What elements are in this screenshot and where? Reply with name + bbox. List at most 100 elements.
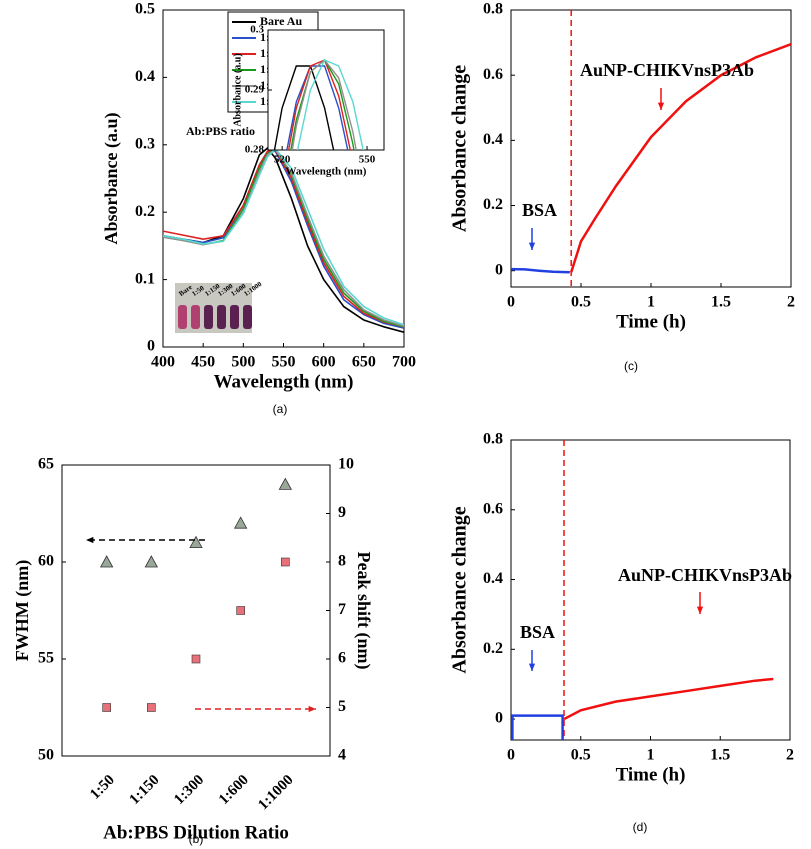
square-marker <box>281 557 290 567</box>
series-line <box>273 65 335 150</box>
tube <box>230 305 239 329</box>
arrow-head <box>657 102 665 110</box>
legend-label: Bare Au <box>260 14 302 28</box>
x-tick-label: 700 <box>392 354 416 371</box>
x-tick-label: 500 <box>231 354 255 371</box>
arrow-head <box>86 536 94 544</box>
y-tick-label: 0.5 <box>135 1 155 18</box>
x-axis-label: Time (h) <box>616 764 686 785</box>
annotation: BSA <box>522 200 557 220</box>
x-tick-label: 1:1000 <box>255 772 296 813</box>
y-tick-label: 0.29 <box>245 84 265 96</box>
x-tick-label: 1.5 <box>710 747 730 764</box>
y2-tick-label: 9 <box>338 504 346 521</box>
x-tick-label: 1 <box>647 294 655 311</box>
y-tick-label: 0.8 <box>483 431 503 448</box>
caption: (b) <box>189 832 204 846</box>
y2-tick-label: 4 <box>338 747 346 764</box>
series-line <box>511 267 570 274</box>
y-tick-label: 50 <box>38 747 54 764</box>
x-tick-label: 450 <box>191 354 215 371</box>
y-tick-label: 0.4 <box>483 131 503 148</box>
y-tick-label: 0 <box>495 261 503 278</box>
square-marker <box>191 654 201 664</box>
triangle-marker <box>189 535 203 548</box>
x-tick-label: 1:300 <box>171 772 207 808</box>
y-tick-label: 0.2 <box>135 203 155 220</box>
square-marker <box>236 606 245 615</box>
annotation: Ab:PBS ratio <box>186 124 255 138</box>
y-tick-label: 0.6 <box>483 66 503 83</box>
series-line <box>286 65 349 150</box>
plot-frame <box>61 464 331 757</box>
arrow-head <box>308 705 316 713</box>
inset-background <box>268 30 384 150</box>
caption: (d) <box>633 820 648 834</box>
y-tick-label: 65 <box>38 456 54 473</box>
x-tick-label: 1:600 <box>216 772 252 808</box>
y-tick-label: 0.8 <box>483 1 503 18</box>
x-tick-label: 600 <box>312 354 336 371</box>
series-line <box>563 677 774 721</box>
triangle-marker <box>233 516 248 529</box>
arrow-head <box>528 663 536 671</box>
x-axis-label: Ab:PBS Dilution Ratio <box>103 822 289 843</box>
y2-tick-label: 8 <box>338 553 346 570</box>
series-line <box>296 59 364 150</box>
x-tick-label: 1:50 <box>87 772 118 803</box>
y2-tick-label: 6 <box>338 650 346 667</box>
x-axis-label: Wavelength (nm) <box>214 371 354 392</box>
y-tick-label: 0.2 <box>483 640 503 657</box>
x-tick-label: 520 <box>274 154 291 166</box>
arrow-head <box>696 606 704 614</box>
tube <box>204 305 213 329</box>
y-axis-label: Absorbance change <box>449 506 471 673</box>
x-tick-label: 1.5 <box>711 294 731 311</box>
y-tick-label: 0.4 <box>483 570 503 587</box>
photo-label: 1:1000 <box>242 280 263 298</box>
y-axis-label: Absorbance (a.u) <box>101 112 122 244</box>
plot-frame <box>510 439 791 741</box>
y-tick-label: 0.1 <box>135 270 155 287</box>
y-axis-label: Absorbance change <box>449 65 471 232</box>
y-tick-label: 0.2 <box>483 196 503 213</box>
y-tick-label: 0.4 <box>135 68 155 85</box>
y-tick-label: 0 <box>495 710 503 727</box>
tube <box>217 305 226 329</box>
x-tick-label: 0.5 <box>571 294 591 311</box>
triangle-marker <box>278 477 293 490</box>
annotation: AuNP-CHIKVnsP3Ab <box>580 60 754 80</box>
square-marker <box>102 703 111 712</box>
y-tick-label: 60 <box>38 553 54 570</box>
tube <box>243 305 252 329</box>
tube <box>191 305 200 329</box>
y-tick-label: 0.6 <box>483 500 503 517</box>
y-axis-label: Absorbance (a.u) <box>232 53 243 126</box>
series-line <box>570 43 791 273</box>
plot-frame <box>510 9 792 288</box>
tube <box>178 305 187 329</box>
triangle-marker <box>99 555 114 568</box>
triangle-marker <box>144 555 159 568</box>
x-tick-label: 400 <box>151 354 175 371</box>
y-tick-label: 0.3 <box>135 135 155 152</box>
y2-tick-label: 5 <box>338 698 346 715</box>
arrow-head <box>528 242 536 250</box>
y-tick-label: 0.3 <box>250 24 264 36</box>
x-tick-label: 2 <box>786 747 794 764</box>
x-tick-label: 550 <box>359 154 376 166</box>
y-tick-label: 0 <box>147 338 155 355</box>
y-axis-label: FWHM (nm) <box>12 560 33 661</box>
x-tick-label: 0.5 <box>571 747 591 764</box>
series-line <box>511 714 564 740</box>
caption: (a) <box>273 402 288 416</box>
caption: (c) <box>624 359 638 373</box>
x-tick-label: 1:150 <box>127 772 163 808</box>
y2-tick-label: 7 <box>338 601 346 618</box>
x-axis-label: Time (h) <box>616 311 686 332</box>
x-tick-label: 1 <box>647 747 655 764</box>
x-tick-label: 550 <box>272 354 296 371</box>
photo <box>175 283 252 333</box>
y2-axis-label: Peak shift (nm) <box>353 552 374 670</box>
